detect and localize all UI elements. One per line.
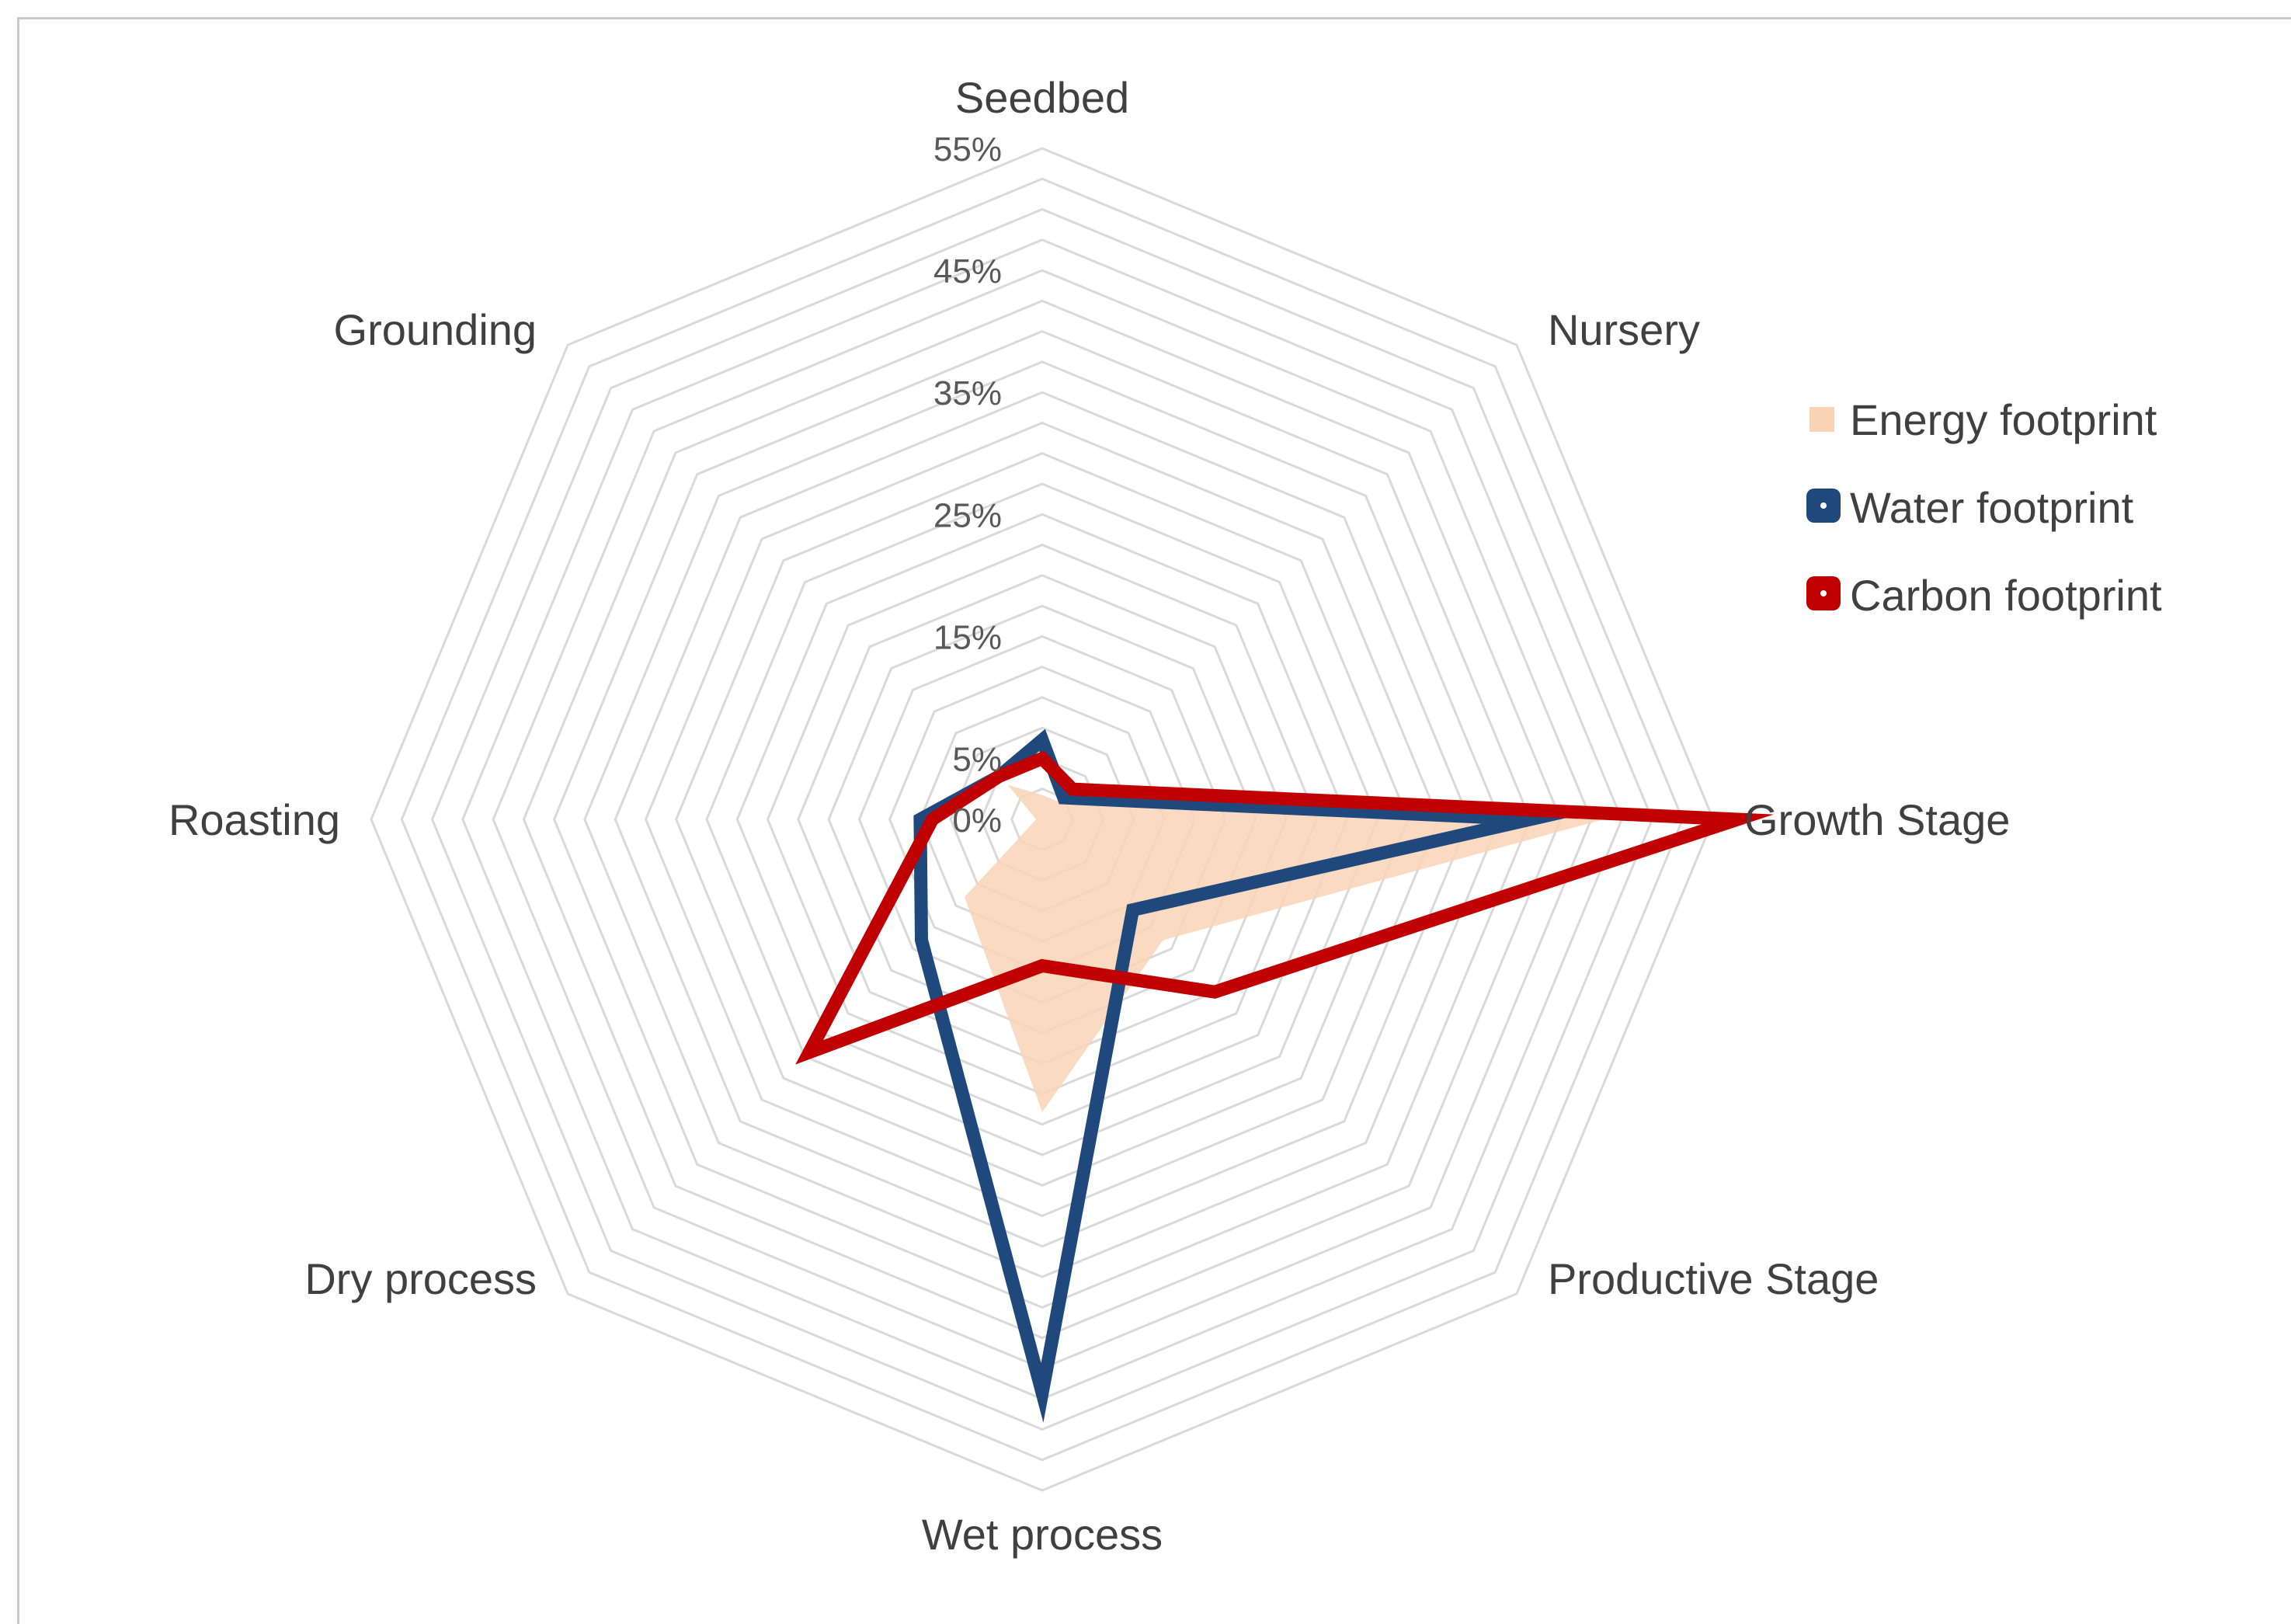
grid-ring	[644, 421, 1441, 1218]
axis-label-dry-process: Dry process	[304, 1254, 537, 1303]
grid-ring	[552, 329, 1532, 1309]
axis-label-growth-stage: Growth Stage	[1744, 795, 2010, 844]
series-layer	[795, 729, 1774, 1423]
tick-label: 25%	[933, 496, 1002, 534]
axis-label-productive-stage: Productive Stage	[1548, 1254, 1879, 1303]
axis-label-grounding: Grounding	[334, 305, 537, 354]
legend-marker-dot	[1820, 590, 1827, 596]
grid-ring	[370, 147, 1715, 1492]
series-carbon-footprint-line	[795, 750, 1774, 1065]
grid-ring	[705, 482, 1379, 1156]
axis-label-seedbed: Seedbed	[955, 73, 1129, 122]
category-axis-labels: Seedbed Nursery Growth Stage Productive Sta…	[169, 73, 2010, 1559]
legend-marker-dot	[1820, 503, 1827, 509]
tick-label: 0%	[952, 802, 1002, 840]
tick-label: 5%	[952, 740, 1002, 778]
legend: Energy footprint Water footprint Carbon fo…	[1806, 395, 2162, 620]
grid-ring	[675, 452, 1410, 1187]
radial-tick-labels: 0% 5% 15% 25% 35% 45% 55%	[933, 130, 1002, 840]
tick-label: 45%	[933, 252, 1002, 290]
chart-frame	[17, 17, 2291, 1624]
legend-label-water-footprint: Water footprint	[1850, 483, 2134, 532]
grid-ring	[430, 207, 1654, 1431]
tick-label: 15%	[933, 618, 1002, 656]
legend-swatch-energy-footprint	[1810, 407, 1834, 432]
grid-ring	[614, 391, 1471, 1248]
series-energy-footprint-area	[965, 784, 1604, 1112]
grid-ring	[522, 299, 1563, 1340]
legend-label-energy-footprint: Energy footprint	[1850, 395, 2157, 444]
tick-label: 35%	[933, 374, 1002, 412]
grid-ring	[583, 360, 1501, 1278]
legend-label-carbon-footprint: Carbon footprint	[1850, 571, 2162, 620]
tick-label: 55%	[933, 130, 1002, 169]
axis-label-roasting: Roasting	[169, 795, 340, 844]
axis-label-wet-process: Wet process	[922, 1510, 1163, 1559]
grid-ring	[400, 177, 1684, 1462]
axis-label-nursery: Nursery	[1548, 305, 1700, 354]
grid-ring	[735, 513, 1349, 1126]
